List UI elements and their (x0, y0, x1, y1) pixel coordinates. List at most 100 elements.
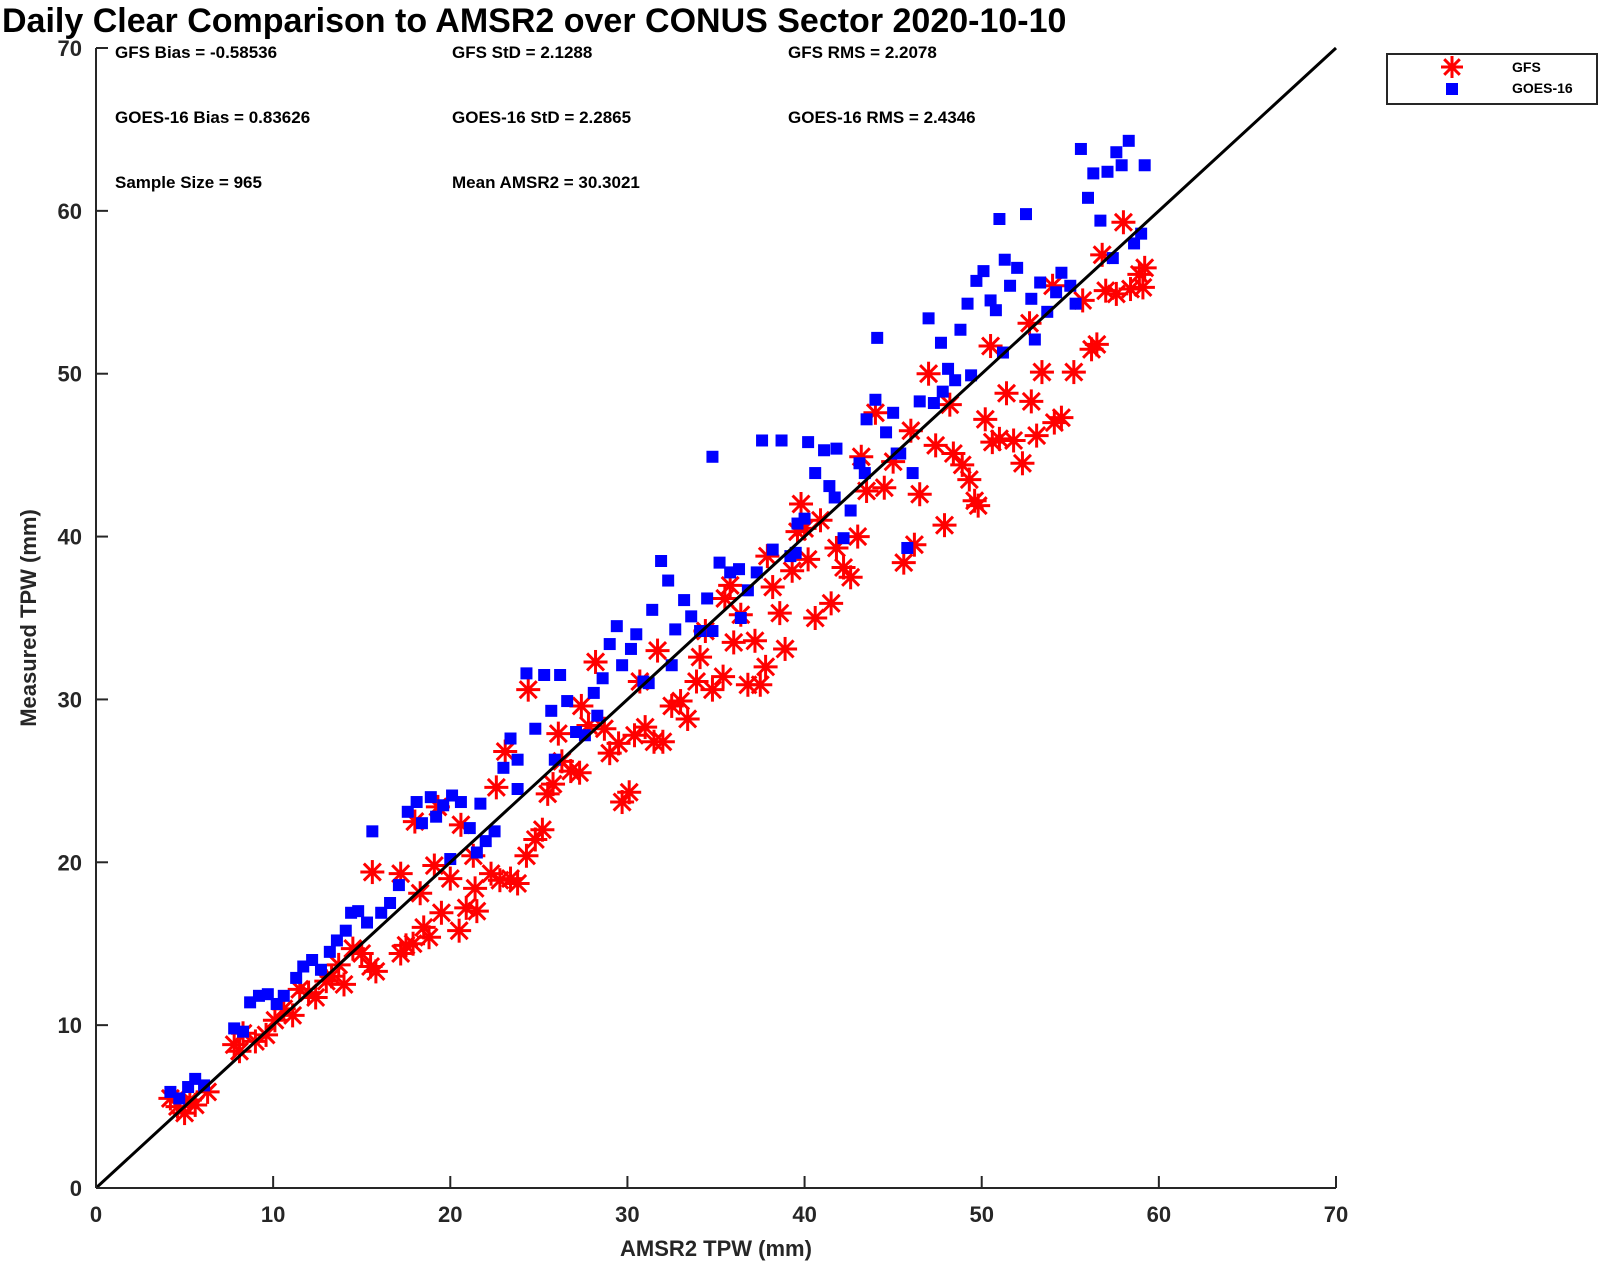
series-goes16 (164, 134, 1151, 1105)
gfs-point (1042, 410, 1067, 435)
gfs-point (484, 775, 509, 800)
goes16-point (775, 434, 788, 447)
goes16-point (237, 1025, 250, 1038)
goes16-point (989, 304, 1002, 317)
goes16-point (1138, 159, 1151, 172)
goes16-point (1087, 167, 1100, 180)
gfs-point (748, 672, 773, 697)
goes16-point (880, 426, 893, 439)
gfs-point (711, 664, 736, 689)
goes16-point (750, 566, 763, 579)
x-tick-label: 0 (90, 1202, 102, 1227)
y-tick-label: 30 (58, 687, 82, 712)
goes16-point (554, 669, 567, 681)
goes16-point (830, 442, 843, 455)
legend-box (1386, 53, 1598, 105)
goes16-point (678, 594, 691, 607)
goes16-point (430, 810, 443, 823)
gfs-point (463, 876, 488, 901)
stat-goes16-bias: GOES-16 Bias = 0.83626 (115, 108, 310, 127)
stat-mean-amsr2: Mean AMSR2 = 30.3021 (452, 173, 640, 192)
goes16-point (954, 323, 967, 336)
goes16-point (1020, 208, 1032, 221)
x-tick-label: 60 (1147, 1202, 1171, 1227)
goes16-point (853, 457, 866, 470)
data-marks (158, 134, 1157, 1126)
goes16-point (410, 796, 423, 809)
gfs-point (684, 669, 709, 694)
gfs-point (493, 739, 518, 764)
gfs-point (1049, 405, 1074, 430)
gfs-point (650, 729, 675, 754)
goes16-point (1055, 266, 1068, 279)
gfs-point (541, 772, 566, 797)
goes16-point (1050, 286, 1063, 299)
goes16-point (906, 467, 919, 480)
y-tick-label: 70 (58, 36, 82, 61)
goes16-point (998, 253, 1011, 266)
statistics-block: GFS Bias = -0.58536 GFS StD = 2.1288 GFS… (115, 43, 976, 192)
x-axis-label: AMSR2 TPW (mm) (620, 1236, 812, 1261)
x-tick-label: 10 (261, 1202, 285, 1227)
gfs-point (780, 558, 805, 583)
goes16-point (646, 603, 659, 616)
goes16-point (913, 395, 926, 408)
goes16-point (392, 879, 405, 892)
goes16-point (504, 732, 517, 745)
goes16-point (277, 989, 290, 1002)
gfs-point (505, 871, 530, 896)
goes16-point (474, 797, 487, 810)
y-tick-label: 10 (58, 1013, 82, 1038)
gfs-point (753, 654, 778, 679)
gfs-point (408, 881, 433, 906)
gfs-point (668, 689, 693, 714)
legend-gfs-asterisk (1441, 56, 1463, 78)
goes16-point (706, 450, 719, 463)
goes16-point (587, 686, 600, 699)
goes16-point (1069, 297, 1082, 310)
gfs-point (516, 677, 541, 702)
gfs-point (789, 492, 814, 516)
goes16-point (662, 574, 675, 587)
gfs-point (1001, 428, 1026, 453)
gfs-point (1019, 389, 1044, 414)
legend-gfs-marker (1441, 56, 1463, 78)
gfs-point (583, 649, 608, 674)
gfs-point (227, 1039, 252, 1064)
goes16-point (198, 1079, 211, 1092)
gfs-point (923, 433, 948, 458)
gfs-point (721, 630, 746, 655)
goes16-point (424, 791, 437, 804)
goes16-point (1004, 279, 1017, 292)
x-tick-label: 30 (615, 1202, 639, 1227)
gfs-point (760, 575, 785, 600)
y-tick-label: 20 (58, 850, 82, 875)
gfs-point (617, 780, 642, 805)
gfs-point (422, 853, 447, 878)
goes16-point (596, 672, 609, 685)
goes16-point (511, 753, 524, 766)
stat-gfs-rms: GFS RMS = 2.2078 (788, 43, 937, 62)
goes16-point (1074, 142, 1087, 155)
y-axis-label: Measured TPW (mm) (16, 509, 41, 727)
goes16-point (1115, 159, 1128, 172)
goes16-point (828, 491, 841, 504)
gfs-point (417, 925, 442, 950)
stat-sample-size: Sample Size = 965 (115, 173, 262, 192)
series-gfs (158, 210, 1157, 1126)
gfs-point (454, 895, 479, 920)
gfs-point (675, 706, 700, 731)
goes16-point (1101, 165, 1114, 178)
one-to-one-reference-line (94, 46, 1338, 1190)
goes16-point (1122, 134, 1135, 147)
gfs-point (567, 760, 592, 785)
gfs-point (633, 715, 658, 740)
gfs-point (360, 860, 385, 885)
gfs-point (411, 915, 436, 940)
goes16-point (290, 971, 303, 984)
gfs-point (254, 1022, 279, 1047)
gfs-point (1010, 451, 1035, 476)
goes16-point (630, 628, 643, 641)
